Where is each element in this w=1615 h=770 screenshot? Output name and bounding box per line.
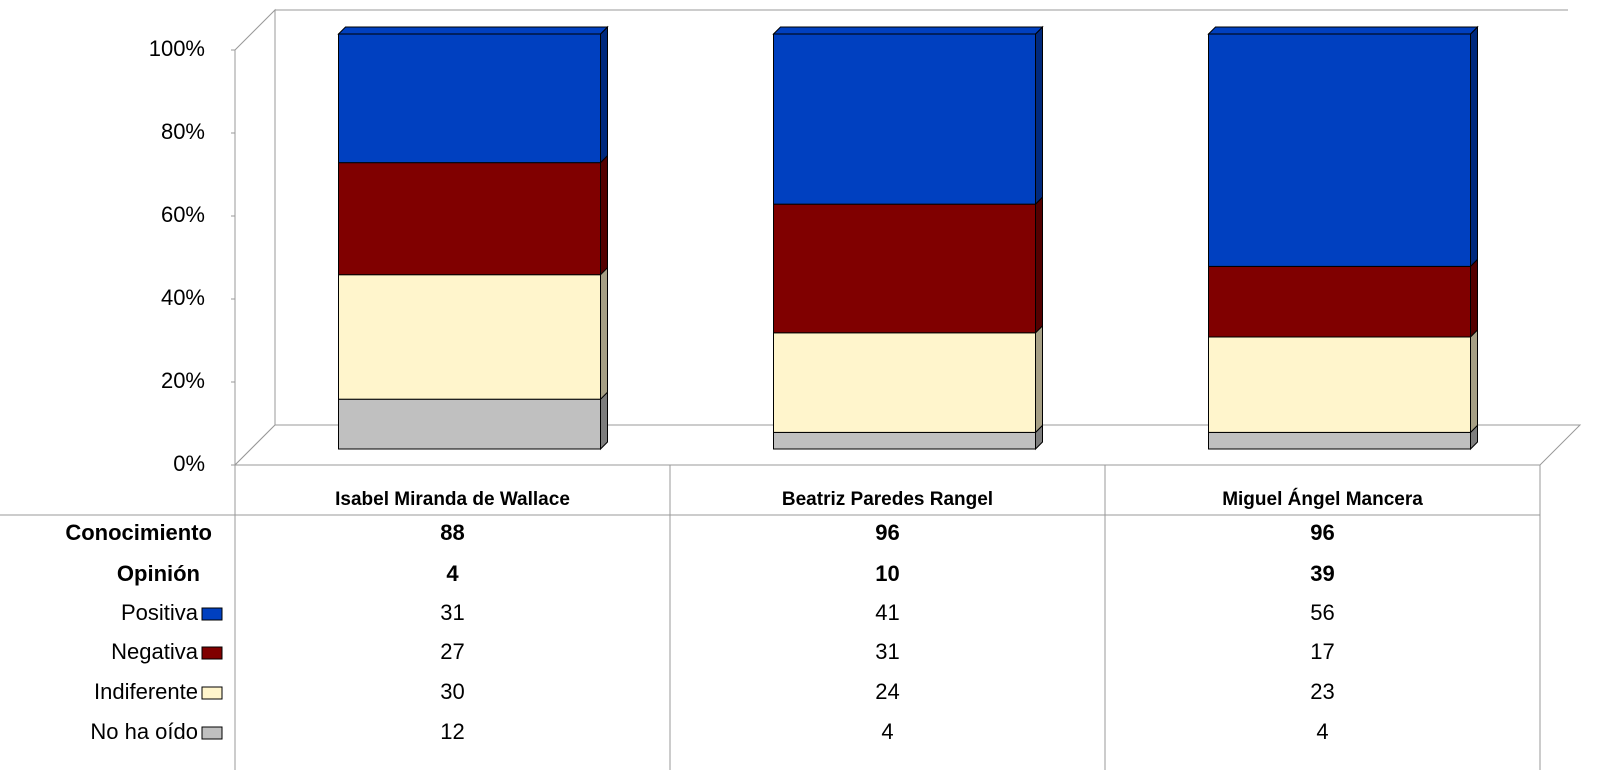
table-cell: 4 xyxy=(446,561,459,586)
legend-label: Positiva xyxy=(121,600,199,625)
legend-label: No ha oído xyxy=(90,719,198,744)
legend-label: Negativa xyxy=(111,639,199,664)
bar-segment xyxy=(338,266,608,401)
table-cell: 12 xyxy=(440,719,464,744)
table-cell: 56 xyxy=(1310,600,1334,625)
back-wall xyxy=(274,9,1568,425)
y-tick-label: 100% xyxy=(149,36,205,61)
bar-segment xyxy=(338,154,608,276)
y-tick-label: 20% xyxy=(161,368,205,393)
legend-swatch xyxy=(201,607,223,621)
bar-segment xyxy=(1208,328,1478,434)
y-tick-label: 40% xyxy=(161,285,205,310)
x-tick-label: Isabel Miranda de Wallace xyxy=(335,489,570,510)
bar-top xyxy=(337,26,609,35)
row-label: Conocimiento xyxy=(65,520,212,545)
legend-label: Indiferente xyxy=(94,679,198,704)
left-wall xyxy=(234,8,276,467)
bar-segment xyxy=(773,25,1043,206)
table-cell: 31 xyxy=(440,600,464,625)
x-tick-label: Beatriz Paredes Rangel xyxy=(782,489,993,510)
table-cell: 23 xyxy=(1310,679,1334,704)
y-tick-label: 0% xyxy=(173,451,205,476)
table-cell: 10 xyxy=(875,561,899,586)
table-cell: 4 xyxy=(881,719,893,744)
legend-swatch xyxy=(201,686,223,700)
table-cell: 88 xyxy=(440,520,464,545)
table-cell: 4 xyxy=(1316,719,1328,744)
table-cell: 41 xyxy=(875,600,899,625)
legend-swatch xyxy=(201,646,223,660)
bar-segment xyxy=(1208,258,1478,339)
table-cell: 30 xyxy=(440,679,464,704)
legend-swatch xyxy=(201,726,223,740)
table-cell: 96 xyxy=(1310,520,1334,545)
bar-top xyxy=(772,26,1044,35)
table-cell: 27 xyxy=(440,639,464,664)
bar-segment xyxy=(773,324,1043,434)
bar-segment xyxy=(338,25,608,164)
bar-segment xyxy=(773,195,1043,335)
table-cell: 31 xyxy=(875,639,899,664)
y-tick-label: 80% xyxy=(161,119,205,144)
table-cell: 24 xyxy=(875,679,899,704)
table-cell: 96 xyxy=(875,520,899,545)
table-cell: 39 xyxy=(1310,561,1334,586)
row-label: Opinión xyxy=(117,561,200,586)
table-cell: 17 xyxy=(1310,639,1334,664)
bar-segment xyxy=(1208,25,1478,268)
x-tick-label: Miguel Ángel Mancera xyxy=(1222,488,1423,510)
y-tick-label: 60% xyxy=(161,202,205,227)
bar-top xyxy=(1207,26,1479,35)
bar-segment xyxy=(338,390,608,451)
data-table xyxy=(0,465,1541,770)
